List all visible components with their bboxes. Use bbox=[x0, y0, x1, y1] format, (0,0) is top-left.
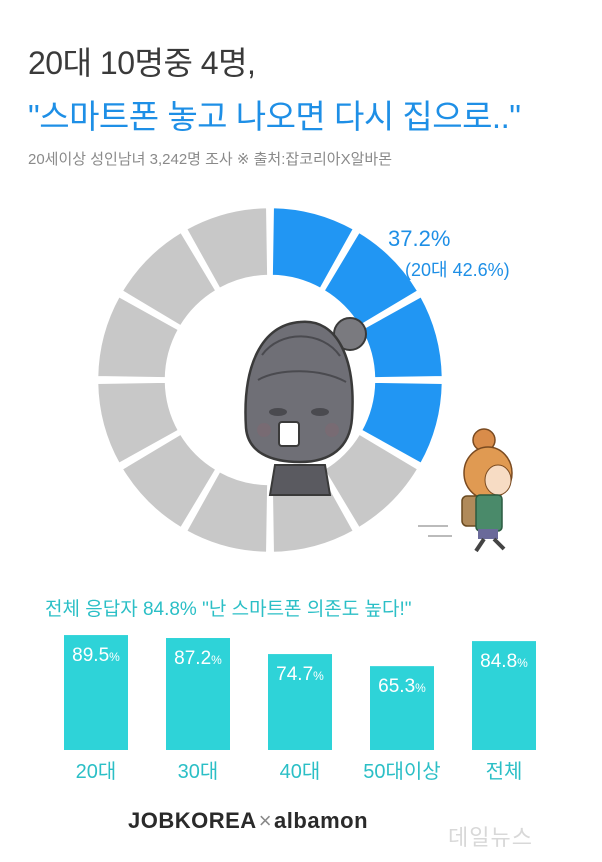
donut-segment-highlight bbox=[321, 229, 421, 329]
jobkorea-logo: JOBKOREA bbox=[128, 808, 257, 833]
bar-chart: 89.5% 20대 87.2% 30대 74.7% 40대 65.3% 50대이상 84.8% 전… bbox=[64, 635, 536, 783]
donut-highlight-label: 37.2% bbox=[388, 226, 451, 251]
bar-chart-title: 전체 응답자 84.8% "난 스마트폰 의존도 높다!" bbox=[45, 599, 412, 620]
bar-category-label: 40대 bbox=[280, 760, 321, 783]
donut-chart bbox=[95, 205, 513, 555]
donut-segment-rest bbox=[321, 431, 421, 531]
running-girl-character-icon bbox=[418, 428, 513, 553]
donut-segment-rest bbox=[95, 380, 181, 466]
donut-segment-rest bbox=[184, 205, 270, 291]
donut-segment-rest bbox=[95, 294, 181, 380]
title-line-1: 20대 10명중 4명, bbox=[28, 45, 256, 81]
donut-segment-rest bbox=[119, 229, 219, 329]
bar bbox=[166, 638, 230, 750]
bar-value-label: 87.2% bbox=[174, 648, 222, 669]
bar-category-label: 전체 bbox=[486, 760, 523, 783]
bar bbox=[268, 654, 332, 750]
donut-segment-highlight bbox=[270, 205, 356, 291]
bar-value-label: 65.3% bbox=[378, 676, 426, 697]
smartphone-anxious-character-icon bbox=[244, 317, 367, 496]
title-line-2: "스마트폰 놓고 나오면 다시 집으로.." bbox=[28, 98, 521, 135]
bar-value-label: 84.8% bbox=[480, 651, 528, 672]
bar bbox=[472, 641, 536, 750]
bar-value-label: 89.5% bbox=[72, 645, 120, 666]
footer-logo: JOBKOREA×albamon bbox=[128, 808, 368, 834]
donut-highlight-sub-label: (20대 42.6%) bbox=[405, 260, 510, 280]
subtitle: 20세이상 성인남녀 3,242명 조사 ※ 출처:잡코리아X알바몬 bbox=[28, 151, 393, 168]
donut-segment-highlight bbox=[359, 380, 445, 466]
bar-category-label: 50대이상 bbox=[363, 760, 440, 783]
bar bbox=[370, 666, 434, 750]
bar bbox=[64, 635, 128, 750]
bar-value-label: 74.7% bbox=[276, 664, 324, 685]
logo-separator: × bbox=[258, 808, 273, 833]
bar-category-label: 30대 bbox=[178, 760, 219, 783]
donut-segment-rest bbox=[184, 469, 270, 555]
bar-category-label: 20대 bbox=[76, 760, 117, 783]
donut-segment-rest bbox=[119, 431, 219, 531]
watermark: 데일뉴스 bbox=[448, 825, 533, 850]
albamon-logo: albamon bbox=[274, 808, 369, 833]
